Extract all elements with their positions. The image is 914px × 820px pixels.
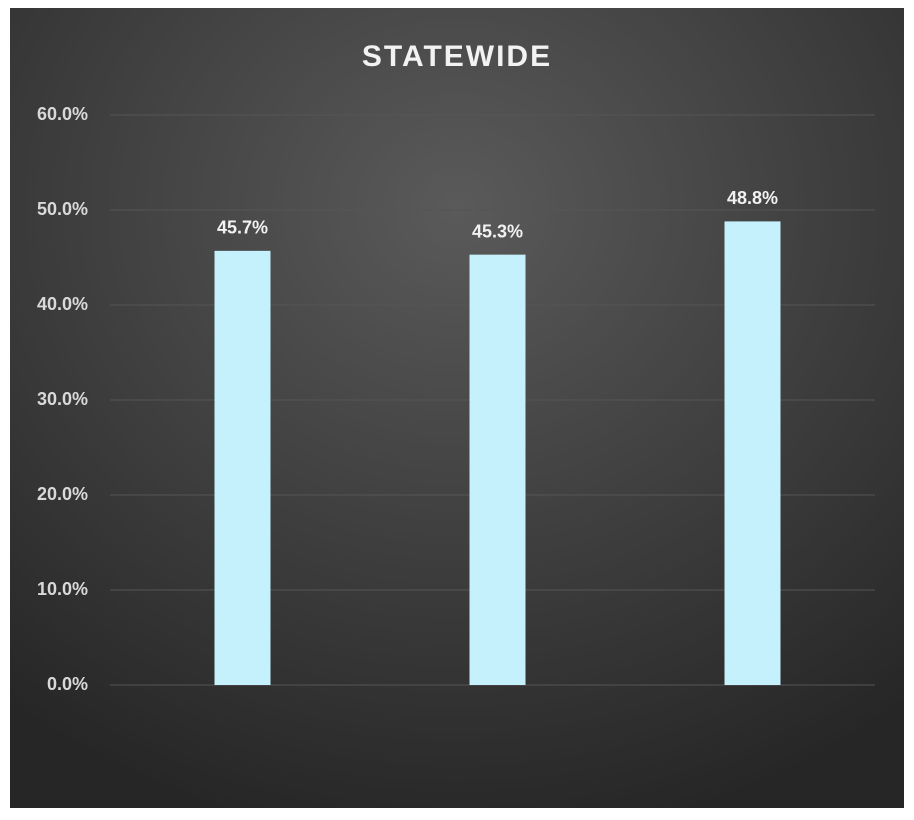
bar: [470, 255, 526, 685]
y-tick-label: 60.0%: [37, 104, 88, 124]
chart-title: STATEWIDE: [362, 40, 552, 73]
page: STATEWIDE 0.0% 10.0% 20.0% 30.0% 40.0% 50.0% 6…: [0, 0, 914, 815]
y-tick-label: 50.0%: [37, 199, 88, 219]
y-tick-label: 20.0%: [37, 484, 88, 504]
y-tick-label: 30.0%: [37, 389, 88, 409]
value-label: 45.3%: [472, 221, 523, 241]
y-tick-label: 10.0%: [37, 579, 88, 599]
chart: STATEWIDE 0.0% 10.0% 20.0% 30.0% 40.0% 50.0% 6…: [0, 0, 914, 815]
value-label: 48.8%: [727, 188, 778, 208]
value-label: 45.7%: [217, 218, 268, 238]
y-tick-label: 40.0%: [37, 294, 88, 314]
bar: [215, 251, 271, 685]
bar: [725, 221, 781, 685]
y-tick-label: 0.0%: [47, 674, 88, 694]
